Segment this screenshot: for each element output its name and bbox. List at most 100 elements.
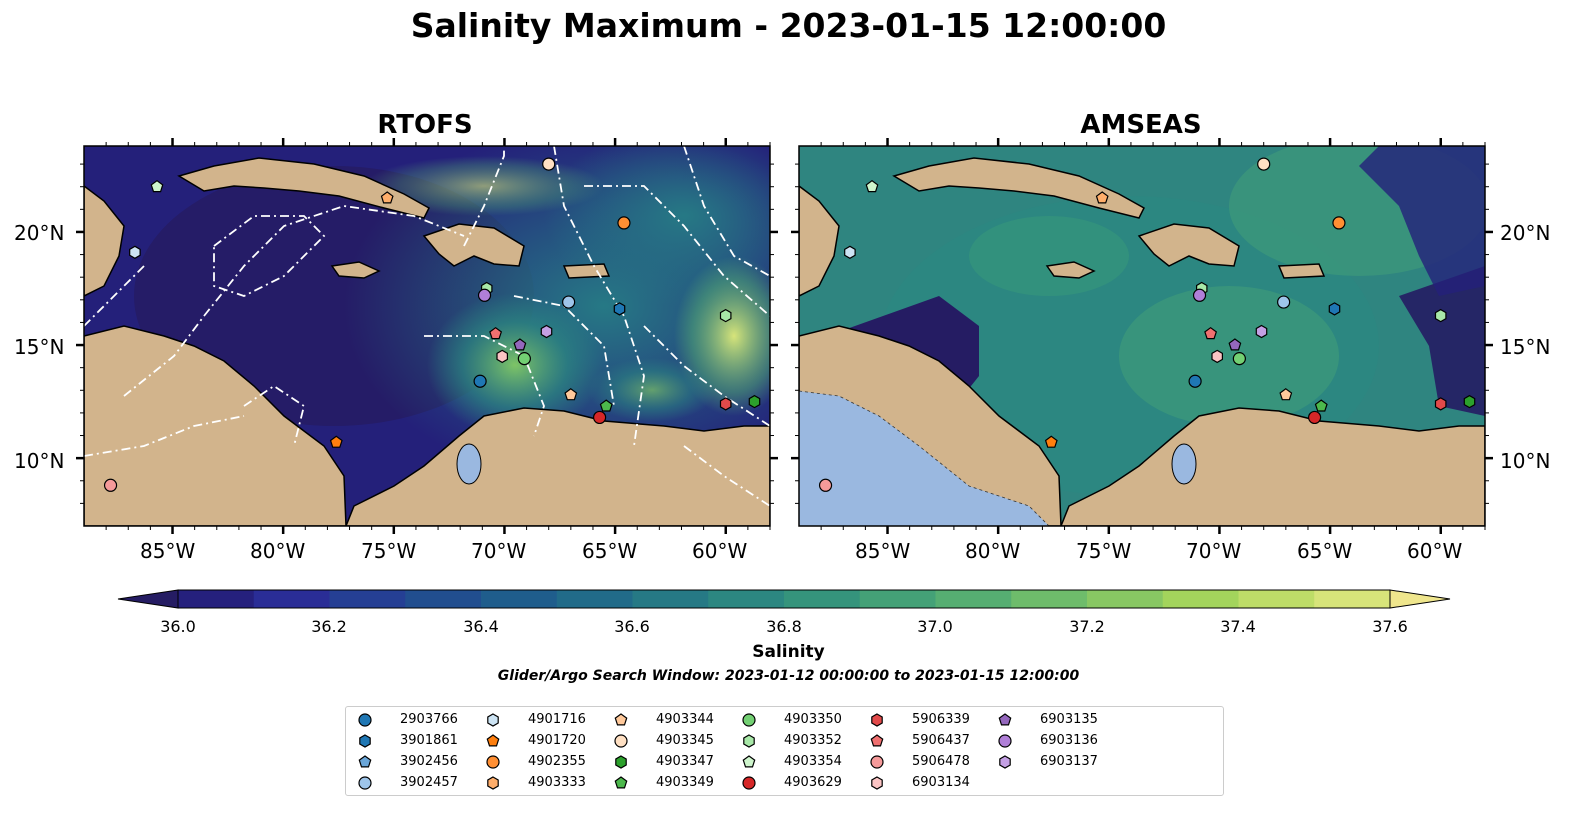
panel-title-rtofs: RTOFS	[377, 110, 473, 140]
legend-marker-icon	[998, 734, 1012, 748]
observation-marker	[1211, 349, 1223, 364]
legend-label: 4902355	[528, 754, 586, 769]
colorbar-tick-label: 37.2	[1069, 617, 1105, 636]
observation-marker	[818, 478, 833, 492]
legend-label: 4903629	[784, 775, 842, 790]
legend-label: 4903345	[656, 733, 714, 748]
observation-marker	[496, 349, 508, 364]
legend-marker-icon	[614, 776, 628, 789]
colorbar-label: Salinity	[752, 642, 825, 662]
colorbar-tick-label: 36.8	[766, 617, 802, 636]
colorbar-segment	[253, 590, 330, 608]
legend-marker-icon	[998, 713, 1012, 726]
colorbar-segment	[1162, 590, 1239, 608]
observation-marker	[1308, 410, 1322, 425]
legend-label: 4903349	[656, 775, 714, 790]
lon-tick-label: 70°W	[1186, 539, 1242, 563]
colorbar-segment	[708, 590, 785, 608]
legend: 2903766 3901861 3902456 3902457 4901716 49017…	[345, 706, 1224, 796]
observation-marker	[562, 295, 576, 309]
observation-marker	[1255, 324, 1268, 339]
legend-marker-icon	[486, 734, 500, 747]
legend-label: 5906478	[912, 754, 970, 769]
legend-label: 4903347	[656, 754, 714, 769]
legend-label: 5906437	[912, 733, 970, 748]
observation-marker	[865, 179, 879, 193]
colorbar-segment	[556, 590, 633, 608]
lon-tick-label: 60°W	[692, 539, 748, 563]
observation-marker	[599, 399, 613, 412]
lon-tick-label: 75°W	[361, 539, 417, 563]
observation-marker	[517, 352, 531, 366]
legend-label: 6903134	[912, 775, 970, 790]
observation-marker	[150, 179, 164, 193]
legend-marker-icon	[358, 776, 372, 790]
lon-tick-label: 80°W	[965, 539, 1021, 563]
colorbar-segment	[481, 590, 558, 608]
colorbar-segment	[784, 590, 861, 608]
observation-marker	[1204, 326, 1218, 340]
observation-marker	[1277, 295, 1291, 309]
colorbar-segment	[1238, 590, 1315, 608]
observation-marker	[1332, 216, 1346, 230]
legend-marker-icon	[614, 713, 628, 726]
observation-marker	[542, 157, 556, 171]
colorbar-tick-label: 37.0	[917, 617, 953, 636]
observation-marker	[1188, 374, 1202, 388]
observation-marker	[1232, 352, 1246, 366]
observation-marker	[1434, 397, 1447, 411]
legend-label: 4903333	[528, 775, 586, 790]
lat-tick-label: 10°N	[1500, 449, 1551, 473]
legend-label: 6903135	[1040, 712, 1098, 727]
observation-marker	[1192, 288, 1207, 302]
legend-label: 3902456	[400, 754, 458, 769]
lat-tick-label: 15°N	[1500, 335, 1551, 359]
lon-tick-label: 65°W	[1297, 539, 1353, 563]
observation-marker	[844, 245, 856, 259]
legend-marker-icon	[742, 755, 756, 768]
observation-marker	[1257, 157, 1271, 171]
legend-marker-icon	[743, 734, 755, 748]
legend-marker-icon	[615, 755, 627, 769]
colorbar-segment	[405, 590, 482, 608]
colorbar-segment	[632, 590, 709, 608]
colorbar-segment	[935, 590, 1012, 608]
observation-marker	[748, 394, 761, 409]
legend-marker-icon	[870, 734, 884, 747]
legend-label: 3901861	[400, 733, 458, 748]
legend-marker-icon	[742, 776, 756, 790]
observation-marker	[617, 216, 631, 230]
observation-marker	[1044, 435, 1058, 448]
observation-marker	[564, 388, 578, 401]
lon-tick-label: 75°W	[1076, 539, 1132, 563]
colorbar-segment	[859, 590, 936, 608]
observation-marker	[719, 397, 732, 411]
legend-marker-icon	[358, 713, 372, 727]
observation-marker	[513, 338, 527, 351]
observation-marker	[477, 288, 492, 302]
lon-tick-label: 60°W	[1407, 539, 1463, 563]
legend-label: 2903766	[400, 712, 458, 727]
lon-tick-label: 70°W	[471, 539, 527, 563]
legend-label: 4901720	[528, 733, 586, 748]
lon-tick-label: 85°W	[855, 539, 911, 563]
axes-frames	[76, 138, 1493, 534]
observation-marker	[473, 374, 487, 388]
figure-title: Salinity Maximum - 2023-01-15 12:00:00	[410, 6, 1167, 45]
legend-label: 4903352	[784, 733, 842, 748]
observation-marker	[329, 435, 343, 448]
legend-marker-icon	[486, 755, 500, 769]
legend-label: 4901716	[528, 712, 586, 727]
legend-label: 5906339	[912, 712, 970, 727]
lon-tick-label: 65°W	[582, 539, 638, 563]
observation-marker	[1279, 388, 1293, 401]
legend-marker-icon	[487, 776, 499, 790]
lon-tick-label: 85°W	[140, 539, 196, 563]
lat-tick-label: 15°N	[14, 335, 65, 359]
legend-marker-icon	[487, 713, 499, 727]
colorbar-tick-label: 36.4	[463, 617, 499, 636]
legend-label: 3902457	[400, 775, 458, 790]
legend-marker-icon	[359, 734, 371, 748]
colorbar-tick-label: 36.2	[311, 617, 347, 636]
legend-label: 6903136	[1040, 733, 1098, 748]
